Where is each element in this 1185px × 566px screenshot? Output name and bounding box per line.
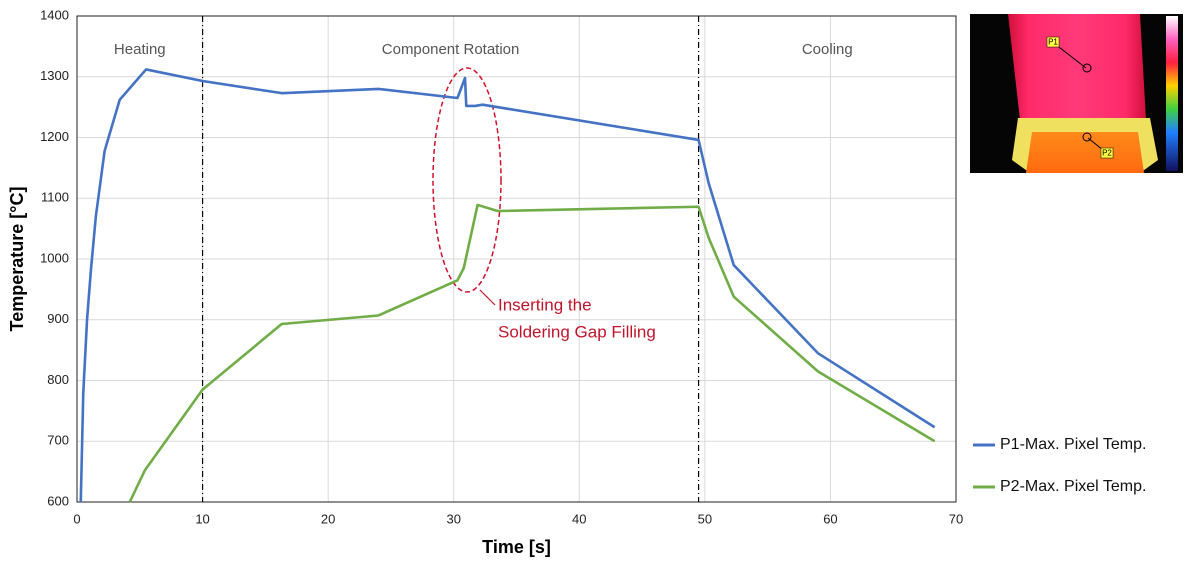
annotation-pointer: [479, 289, 496, 306]
y-tick-label: 600: [47, 493, 69, 508]
inset-pointer: [1087, 137, 1104, 151]
y-tick-label: 1100: [41, 190, 69, 205]
inset-lower: [1026, 132, 1144, 173]
y-tick-label: 800: [47, 372, 69, 387]
inset-colorbar: [1166, 16, 1178, 171]
plot-frame: [76, 15, 957, 503]
x-tick-label: 70: [949, 511, 963, 526]
inset-label: P1: [1048, 38, 1058, 47]
annotation-text: Soldering Gap Filling: [498, 322, 656, 341]
y-tick-label: 1200: [40, 129, 69, 144]
y-tick-label: 900: [47, 311, 69, 326]
legend-label: P1-Max. Pixel Temp.: [1000, 436, 1146, 453]
inset-upper: [1008, 14, 1146, 120]
y-tick-label: 1000: [40, 250, 69, 265]
x-axis-title: Time [s]: [482, 537, 551, 557]
x-tick-label: 10: [195, 511, 209, 526]
legend-label: P2-Max. Pixel Temp.: [1000, 478, 1146, 495]
inset-marker: [1082, 132, 1092, 142]
x-tick-label: 50: [698, 511, 712, 526]
data-line: [79, 68, 936, 503]
annotation-ellipse: [432, 67, 502, 293]
inset-label-box: [1046, 36, 1060, 48]
x-tick-label: 0: [73, 511, 80, 526]
y-axis-title: Temperature [°C]: [7, 187, 27, 332]
phase-label: Component Rotation: [382, 41, 520, 58]
y-tick-label: 1300: [40, 68, 69, 83]
data-line: [128, 203, 936, 503]
x-tick-label: 20: [321, 511, 335, 526]
x-tick-label: 60: [823, 511, 837, 526]
phase-label: Heating: [114, 41, 166, 58]
inset-label: P2: [1102, 149, 1112, 158]
x-tick-label: 40: [572, 511, 586, 526]
annotation-text: Inserting the: [498, 295, 592, 314]
inset-label-box: [1100, 147, 1114, 159]
y-tick-label: 700: [47, 433, 69, 448]
thermal-inset: P1 P2: [970, 14, 1183, 173]
phase-label: Cooling: [802, 41, 853, 58]
y-tick-label: 1400: [40, 7, 69, 22]
inset-marker: [1082, 63, 1092, 73]
x-tick-label: 30: [446, 511, 460, 526]
inset-pointer: [1054, 43, 1087, 69]
